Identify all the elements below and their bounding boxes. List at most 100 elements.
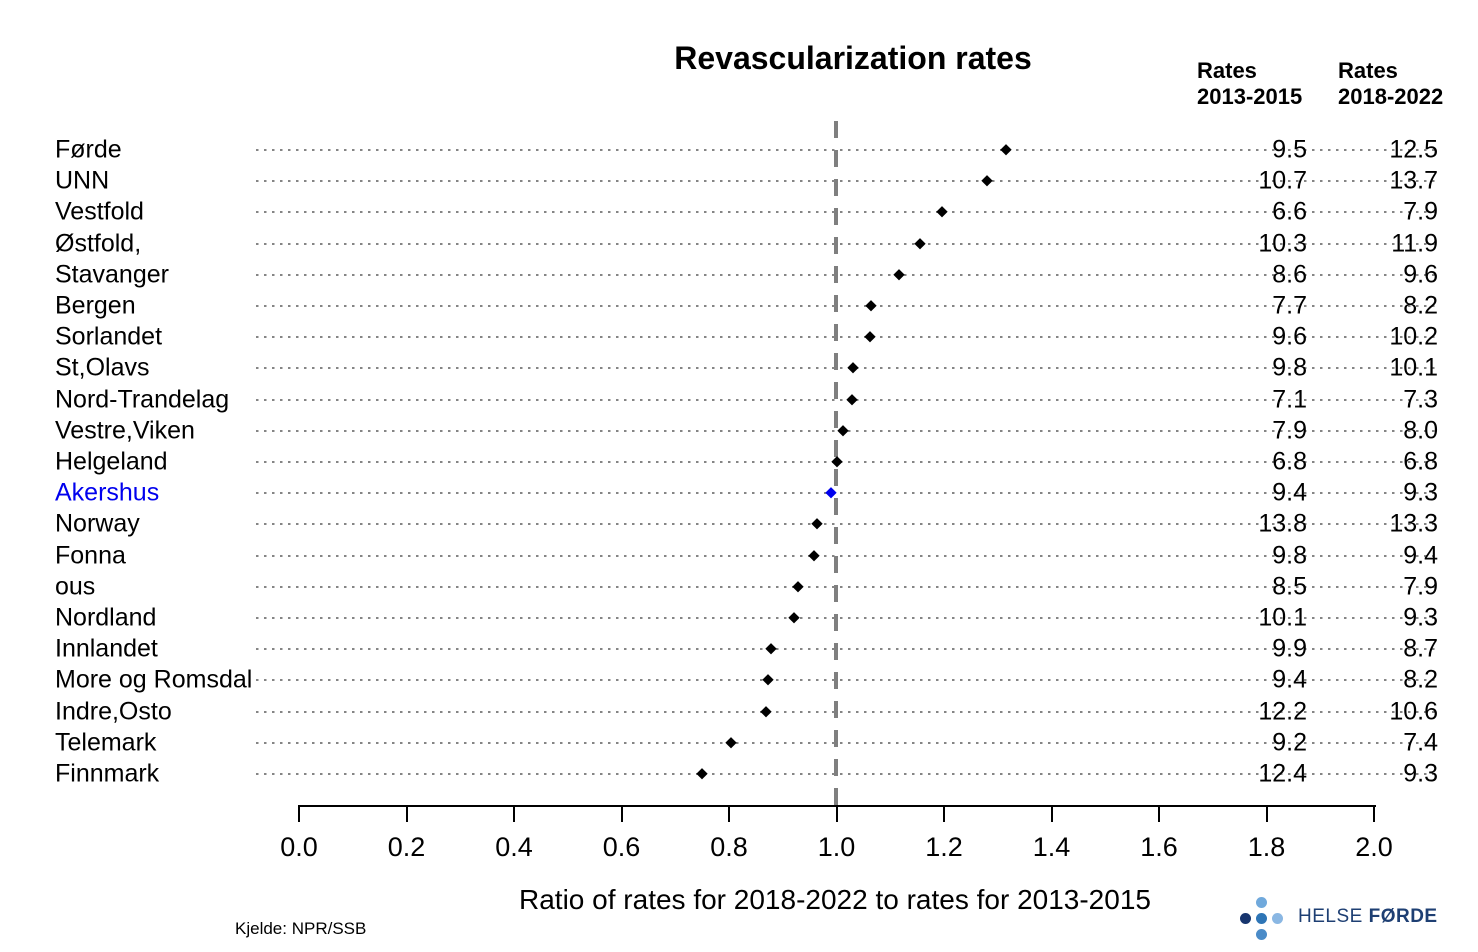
diamond-marker: [981, 175, 993, 188]
leader-line: [256, 554, 1438, 557]
chart-row: Østfold, 10.3 11.9: [0, 228, 1478, 260]
rate-2018-2022-value: 13.3: [1389, 509, 1438, 538]
rate-2013-2015-value: 9.4: [1272, 665, 1307, 694]
diamond-marker: [792, 580, 805, 593]
row-label: Fonna: [55, 541, 126, 570]
chart-row: Indre,Osto 12.2 10.6: [0, 696, 1478, 728]
rate-2018-2022-value: 7.9: [1403, 197, 1438, 226]
chart-row: Stavanger 8.6 9.6: [0, 259, 1478, 291]
rate-2013-2015-value: 9.8: [1272, 541, 1307, 570]
x-axis-line: [298, 805, 1376, 807]
rate-2013-2015-value: 7.9: [1272, 416, 1307, 445]
row-label: Sorlandet: [55, 322, 163, 351]
chart-row: Telemark 9.2 7.4: [0, 727, 1478, 759]
x-axis-tick: [728, 807, 730, 822]
chart-row: St,Olavs 9.8 10.1: [0, 352, 1478, 384]
row-label: More og Romsdal: [55, 665, 253, 694]
rate-2013-2015-value: 12.2: [1258, 697, 1307, 726]
row-label: Norway: [55, 509, 140, 538]
chart-row: Nordland 10.1 9.3: [0, 602, 1478, 634]
x-axis-tick: [1050, 807, 1053, 822]
row-label: UNN: [55, 166, 110, 195]
chart-row: ous 8.5 7.9: [0, 571, 1478, 603]
diamond-marker: [830, 456, 843, 468]
x-axis-tick-label: 1.4: [1032, 832, 1071, 862]
rate-2013-2015-value: 12.4: [1258, 759, 1307, 788]
row-label: Østfold,: [55, 229, 142, 258]
rate-2018-2022-value: 8.2: [1403, 291, 1438, 320]
rate-2013-2015-value: 6.6: [1272, 197, 1307, 226]
rate-2018-2022-value: 12.5: [1389, 135, 1438, 164]
chart-title: Revascularization rates: [674, 40, 1032, 76]
x-axis-tick-label: 0.6: [602, 832, 641, 862]
row-label: Vestfold: [55, 197, 144, 226]
rate-2013-2015-value: 9.5: [1272, 135, 1307, 164]
logo-dot-right: [1272, 913, 1283, 924]
rate-2013-2015-value: 7.7: [1272, 291, 1307, 320]
rate-2013-2015-value: 9.4: [1272, 478, 1307, 507]
x-axis-tick-label: 0.2: [387, 832, 426, 862]
chart-row: Førde 9.5 12.5: [0, 134, 1478, 166]
x-axis-tick-label: 2.0: [1355, 832, 1393, 862]
leader-line: [256, 149, 1438, 151]
leader-line: [256, 648, 1438, 651]
diamond-marker: [696, 768, 709, 780]
row-label: Indre,Osto: [55, 697, 172, 726]
rate-2018-2022-value: 7.9: [1403, 572, 1438, 601]
row-label: Vestre,Viken: [55, 416, 195, 445]
x-axis-tick: [298, 807, 300, 822]
diamond-marker: [913, 237, 926, 250]
rate-2013-2015-value: 10.1: [1258, 603, 1307, 632]
rate-2018-2022-value: 10.2: [1389, 322, 1438, 351]
rate-2018-2022-value: 9.3: [1403, 759, 1438, 788]
leader-line: [256, 242, 1438, 245]
row-label: Telemark: [55, 728, 157, 757]
x-axis-tick-label: 0.8: [710, 832, 748, 862]
rate-2013-2015-value: 9.6: [1272, 322, 1307, 351]
chart-row: Vestfold 6.6 7.9: [0, 196, 1478, 228]
rate-2018-2022-value: 6.8: [1403, 447, 1438, 476]
diamond-marker: [788, 612, 800, 624]
chart-row: Vestre,Viken 7.9 8.0: [0, 415, 1478, 447]
logo-dot-center: [1256, 913, 1267, 924]
rate-2013-2015-value: 8.6: [1272, 260, 1307, 289]
logo: HELSE FØRDE: [1232, 890, 1452, 948]
chart-row: Innlandet 9.9 8.7: [0, 633, 1478, 665]
rate-2018-2022-value: 8.0: [1403, 416, 1438, 445]
leader-line: [256, 273, 1438, 276]
leader-line: [256, 461, 1438, 463]
leader-line: [256, 336, 1438, 339]
x-axis-tick-label: 0.4: [495, 832, 533, 862]
row-label: Helgeland: [55, 447, 168, 476]
chart-row: Nord-Trandelag 7.1 7.3: [0, 384, 1478, 416]
col-header-rates-2013-2015: Rates 2013-2015: [1197, 58, 1302, 110]
x-axis-tick-label: 0.0: [280, 832, 318, 862]
chart-row: Finnmark 12.4 9.3: [0, 758, 1478, 790]
x-axis-tick: [835, 807, 838, 822]
chart-row: Sorlandet 9.6 10.2: [0, 321, 1478, 353]
diamond-marker: [847, 362, 860, 375]
logo-dot-top: [1256, 897, 1267, 908]
rate-2018-2022-value: 9.6: [1403, 260, 1438, 289]
leader-line: [256, 741, 1438, 744]
col-header-rates-1-line1: Rates: [1197, 58, 1257, 83]
rate-2018-2022-value: 13.7: [1389, 166, 1438, 195]
diamond-marker: [845, 393, 858, 406]
row-label: Finnmark: [55, 759, 160, 788]
col-header-rates-2018-2022: Rates 2018-2022: [1338, 58, 1443, 110]
x-axis-tick-label: 1.0: [817, 832, 856, 862]
leader-line: [256, 523, 1438, 526]
rate-2018-2022-value: 8.7: [1403, 634, 1438, 663]
x-axis-tick: [1373, 807, 1375, 822]
leader-line: [256, 710, 1438, 713]
diamond-marker: [811, 518, 824, 531]
x-axis-tick: [1158, 807, 1160, 822]
diamond-marker: [765, 643, 778, 656]
rate-2013-2015-value: 9.9: [1272, 634, 1307, 663]
rate-2018-2022-value: 10.6: [1389, 697, 1438, 726]
rate-2018-2022-value: 9.3: [1403, 478, 1438, 507]
x-axis-tick-label: 1.6: [1140, 832, 1178, 862]
chart-row: Helgeland 6.8 6.8: [0, 446, 1478, 478]
x-axis-tick: [405, 807, 408, 822]
